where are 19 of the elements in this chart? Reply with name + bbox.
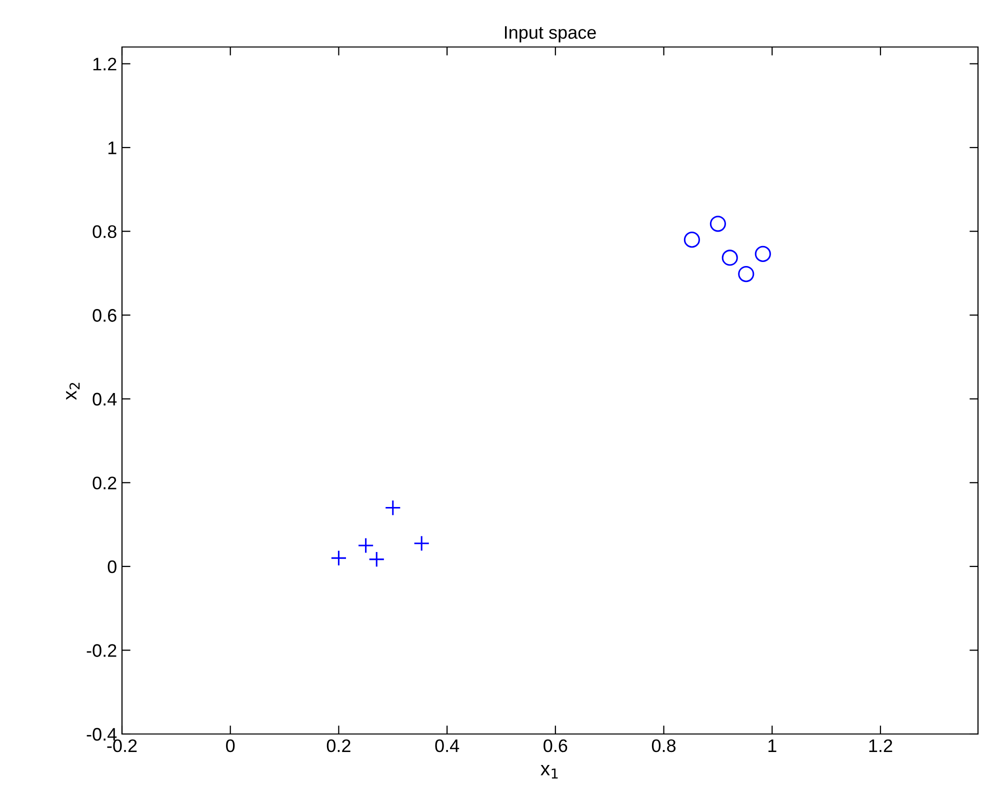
y-tick-label: 1 — [108, 142, 116, 154]
y-tick-label: 0 — [108, 560, 116, 574]
chart-title: Input space — [504, 26, 596, 42]
y-tick-label: 0.8 — [92, 225, 116, 238]
x-tick-label: 0.6 — [544, 739, 568, 752]
y-tick-label: -0.2 — [86, 644, 116, 657]
x-tick-label: 0.8 — [652, 739, 676, 752]
x-axis-title: x$_{1}$ — [540, 765, 558, 778]
y-tick-label: 1.2 — [93, 58, 116, 70]
y-tick-label: -0.4 — [86, 728, 117, 741]
y-tick-label: 0.6 — [92, 309, 116, 322]
x-tick-label: 1 — [768, 740, 776, 752]
y-tick-label: 0.2 — [92, 476, 116, 490]
y-axis-title: x$_{2}$ — [66, 382, 80, 400]
x-tick-label: 0.2 — [326, 739, 350, 752]
x-tick-label: 1.2 — [869, 739, 892, 752]
x-tick-label: 0 — [226, 739, 235, 752]
y-tick-label: 0.4 — [92, 392, 117, 406]
x-tick-label: 0.4 — [435, 739, 460, 752]
